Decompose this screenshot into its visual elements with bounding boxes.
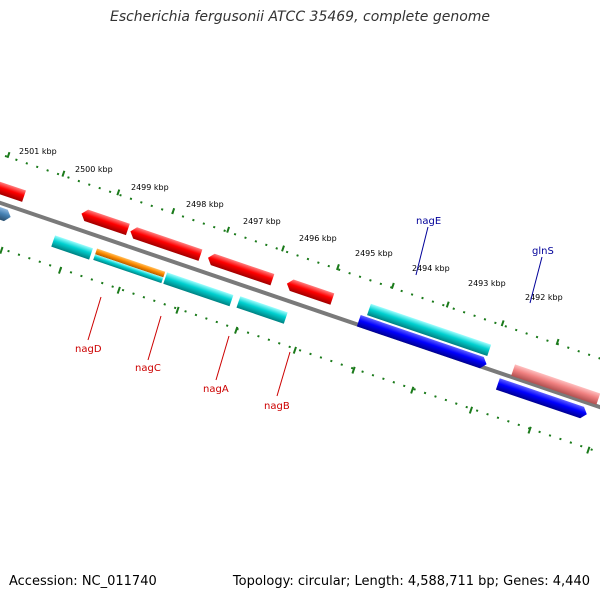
inner-major-tick (410, 386, 415, 394)
outer-major-tick (390, 282, 395, 290)
gene-forward (208, 253, 275, 286)
gene-label-nagA: nagA (203, 384, 229, 395)
outer-major-tick (555, 338, 560, 346)
gene-label-nagB: nagB (264, 401, 290, 412)
gene-reverse (236, 296, 288, 324)
outer-major-tick (500, 320, 505, 327)
gene-label-nagE: nagE (416, 216, 441, 227)
leader-line-glnS (529, 256, 543, 304)
gene-reverse (95, 248, 166, 278)
leader-line-nagA (215, 335, 230, 381)
outer-major-tick (336, 263, 340, 271)
gene-reverse (367, 303, 492, 357)
gene-forward (511, 364, 600, 405)
outer-tick-ring (0, 137, 600, 365)
accession-label: Accession: NC_011740 (9, 574, 157, 589)
kbp-label: 2495 kbp (355, 249, 393, 258)
inner-tick-ring (0, 221, 600, 456)
outer-major-tick (226, 226, 231, 233)
gene-forward (0, 156, 26, 202)
kbp-label: 2493 kbp (468, 279, 506, 288)
kbp-label: 2500 kbp (75, 165, 113, 174)
inner-major-tick (292, 346, 297, 354)
inner-major-tick (586, 446, 591, 454)
gene-reverse (163, 272, 234, 307)
genome-stats-label: Topology: circular; Length: 4,588,711 bp… (232, 574, 590, 589)
leader-line-nagC (147, 315, 162, 361)
inner-major-tick (351, 366, 356, 374)
leader-line-nagB (276, 351, 291, 397)
outer-major-tick (171, 207, 176, 215)
gene-forward (130, 227, 203, 261)
kbp-label: 2498 kbp (186, 200, 224, 209)
kbp-label: 2496 kbp (299, 234, 337, 243)
kbp-label: 2497 kbp (243, 217, 281, 226)
kbp-label: 2499 kbp (131, 183, 169, 192)
outer-major-tick (61, 170, 66, 177)
gene-reverse (93, 254, 164, 284)
inner-major-tick (234, 326, 239, 334)
kbp-label: 2494 kbp (412, 264, 450, 273)
map-title: Escherichia fergusonii ATCC 35469, compl… (109, 9, 491, 25)
leader-line-nagE (415, 226, 429, 276)
inner-major-tick (58, 266, 63, 274)
gene-forward (286, 279, 335, 305)
kbp-label: 2501 kbp (19, 147, 57, 156)
outer-major-tick (445, 301, 450, 308)
inner-major-tick (527, 426, 532, 434)
gene-reverse (356, 315, 487, 369)
kbp-label: 2492 kbp (525, 293, 563, 302)
inner-major-tick (175, 306, 180, 314)
inner-major-tick (116, 286, 121, 294)
outer-major-tick (281, 245, 285, 252)
gene-label-glnS: glnS (532, 246, 554, 257)
gene-label-nagD: nagD (75, 344, 102, 355)
gene-forward (81, 209, 130, 236)
outer-major-tick (116, 189, 121, 196)
gene-reverse (495, 378, 587, 419)
outer-major-tick (6, 151, 11, 159)
genome-backbone (0, 173, 600, 416)
gene-reverse (51, 235, 93, 260)
inner-major-tick (0, 246, 4, 254)
inner-major-tick (468, 406, 474, 414)
gene-label-nagC: nagC (135, 363, 161, 374)
leader-line-nagD (87, 296, 102, 341)
